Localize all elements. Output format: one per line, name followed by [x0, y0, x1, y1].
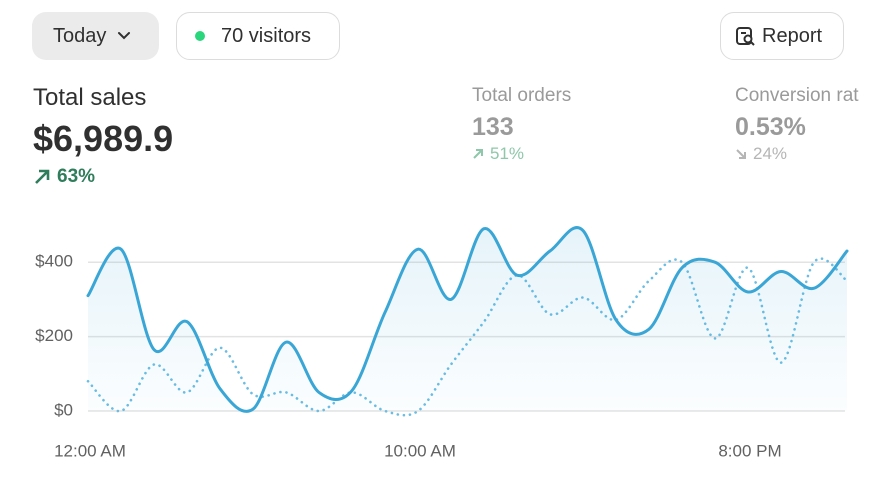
y-tick-label: $400	[35, 252, 73, 271]
area	[88, 227, 847, 412]
metric-total-orders: Total orders 133 51%	[472, 85, 571, 164]
date-button[interactable]: Today	[32, 12, 159, 60]
report-button[interactable]: Report	[720, 12, 844, 60]
x-tick-label: 8:00 PM	[718, 441, 781, 460]
report-label: Report	[762, 24, 823, 47]
date-label: Today	[53, 24, 107, 47]
metric-label: Total orders	[472, 85, 572, 106]
chevron-icon	[118, 32, 131, 40]
report-icon	[736, 27, 755, 46]
metric-change: 51%	[472, 144, 571, 164]
metric-change-value: 63%	[57, 166, 96, 187]
metric-value: $6,989.9	[33, 118, 174, 159]
metric-change: 24%	[735, 144, 859, 164]
metric-change-value: 24%	[753, 144, 788, 163]
metric-label: Total sales	[33, 84, 147, 111]
metric-change: 63%	[33, 166, 173, 188]
down-arrow	[736, 149, 746, 159]
x-tick-label: 10:00 AM	[384, 441, 456, 460]
metric-value: 0.53%	[735, 113, 806, 141]
line-current	[86, 226, 849, 413]
metric-value: 133	[472, 113, 514, 141]
up-arrow	[35, 169, 50, 184]
live-dot	[195, 31, 205, 41]
metric-label: Conversion rat	[735, 85, 859, 106]
metric-total-sales: Total sales $6,989.9 63%	[33, 84, 173, 188]
x-tick-label: 12:00 AM	[54, 441, 126, 460]
up-arrow	[473, 149, 483, 159]
visitors-label: 70 visitors	[221, 24, 312, 47]
visitors-pill[interactable]: 70 visitors	[176, 12, 340, 60]
metric-change-value: 51%	[490, 144, 525, 163]
metric-conversion: Conversion rat 0.53% 24%	[735, 85, 859, 164]
y-tick-label: $0	[54, 400, 73, 419]
y-tick-label: $200	[35, 326, 73, 345]
